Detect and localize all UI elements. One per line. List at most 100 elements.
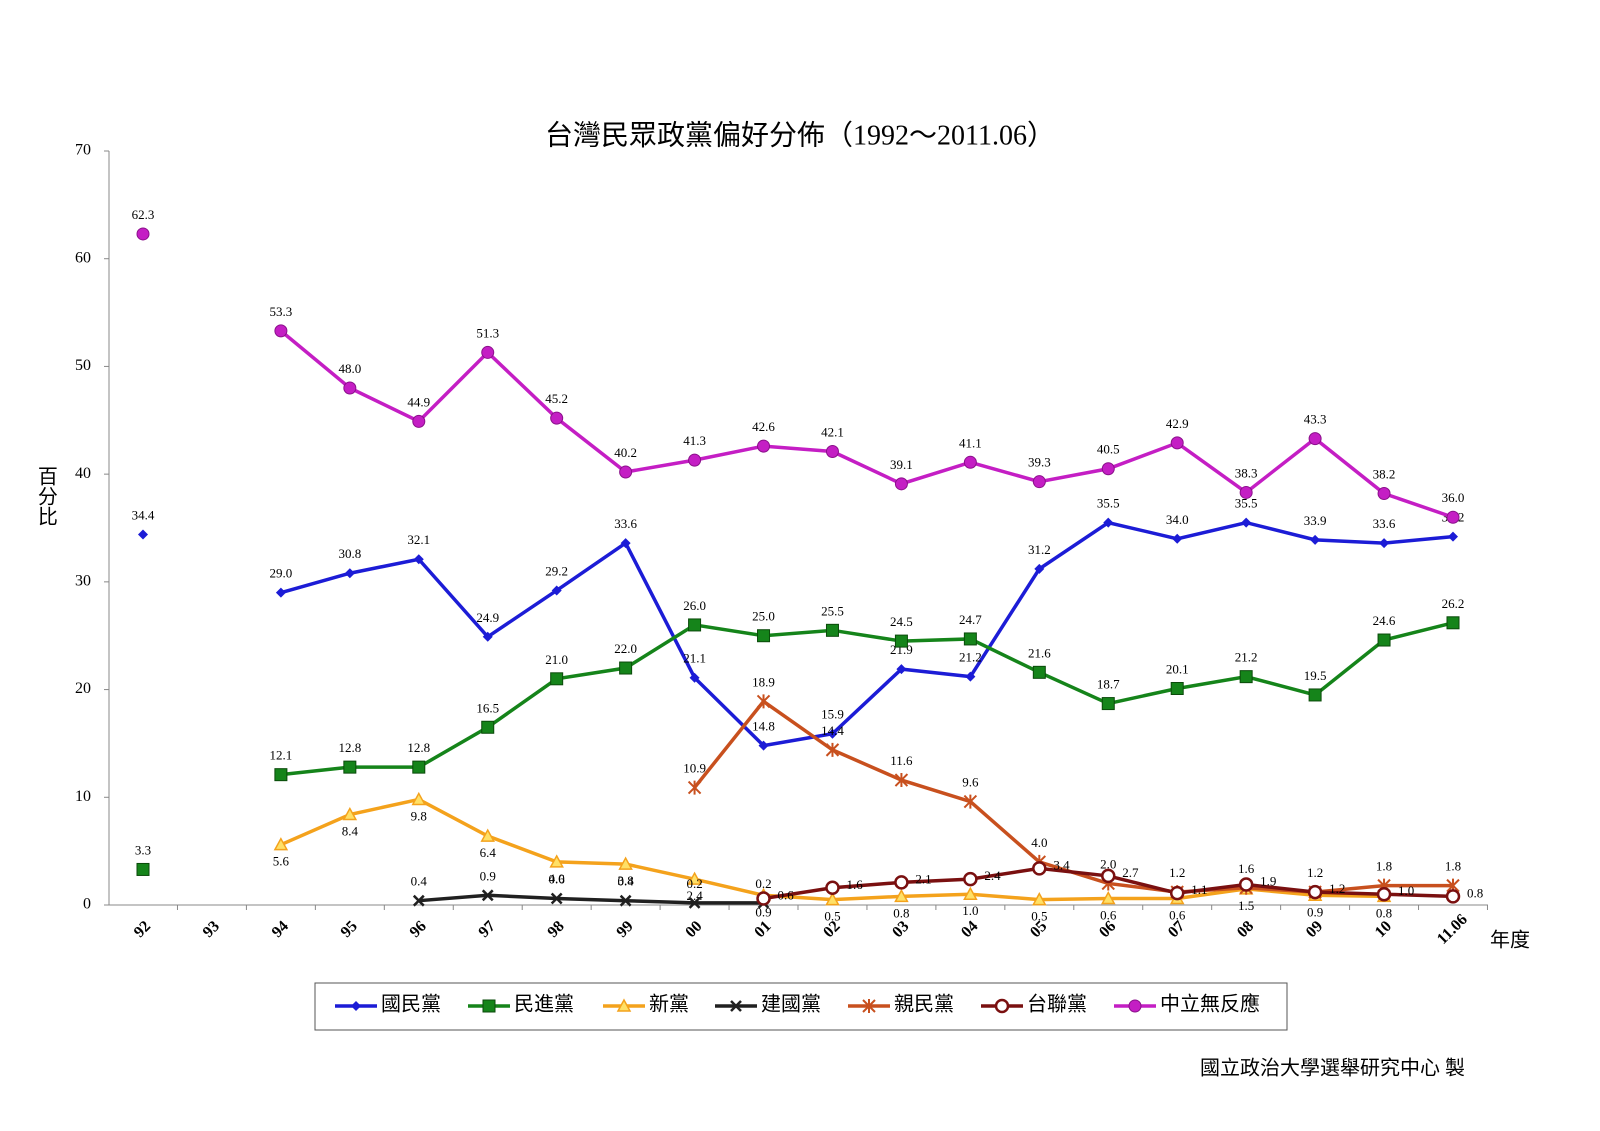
marker (963, 871, 978, 887)
marker (963, 455, 977, 469)
marker (825, 880, 840, 896)
x-tick-label: 08 (1234, 918, 1257, 941)
value-label: 41.3 (683, 433, 706, 448)
value-label: 2.0 (1100, 856, 1116, 871)
value-label: 22.0 (614, 641, 637, 656)
marker (894, 477, 908, 491)
marker (825, 445, 839, 459)
value-label: 40.2 (614, 445, 637, 460)
x-tick-label: 95 (338, 918, 361, 941)
value-label: 21.2 (1235, 650, 1258, 665)
value-label: 42.1 (821, 425, 844, 440)
value-label: 0.5 (1031, 909, 1047, 924)
marker (963, 632, 977, 646)
value-label: 0.5 (824, 909, 840, 924)
marker (1446, 616, 1460, 630)
marker (1170, 681, 1184, 695)
value-label: 62.3 (132, 207, 155, 222)
marker (1032, 861, 1047, 876)
marker (894, 888, 909, 903)
marker (1032, 665, 1046, 679)
marker (1034, 563, 1045, 574)
marker (994, 998, 1010, 1014)
value-label: 14.8 (752, 719, 775, 734)
legend-item: 親民黨 (848, 993, 954, 1016)
x-tick-label: 01 (751, 918, 774, 941)
value-label: 45.2 (545, 391, 568, 406)
legend-label: 台聯黨 (1027, 993, 1087, 1016)
legend-item: 建國黨 (715, 993, 821, 1016)
marker (894, 634, 908, 648)
value-label: 39.1 (890, 457, 913, 472)
value-label: 2.4 (984, 868, 1001, 883)
marker (1170, 436, 1184, 450)
value-label: 1.1 (1191, 882, 1207, 897)
marker (1032, 892, 1047, 906)
chart-title: 台灣民眾政黨偏好分佈（1992～2011.06） (545, 119, 1055, 151)
y-tick-label: 30 (75, 573, 91, 590)
value-label: 15.9 (821, 707, 844, 722)
value-label: 1.6 (846, 877, 863, 892)
value-label: 0.9 (480, 868, 496, 883)
marker (965, 671, 976, 682)
marker (1308, 432, 1322, 446)
marker (1376, 886, 1392, 902)
marker (619, 661, 633, 675)
marker (1101, 697, 1115, 711)
marker (343, 760, 357, 774)
marker (482, 999, 496, 1013)
value-label: 25.0 (752, 609, 775, 624)
value-label: 1.5 (1238, 898, 1254, 913)
marker (687, 871, 702, 885)
value-label: 24.9 (476, 610, 499, 625)
marker (411, 791, 427, 806)
value-label: 24.5 (890, 614, 913, 629)
marker (344, 568, 355, 579)
marker (412, 760, 426, 774)
marker (550, 672, 564, 686)
value-label: 19.5 (1304, 668, 1327, 683)
marker (825, 892, 840, 906)
marker (1310, 534, 1321, 545)
value-label: 38.2 (1373, 467, 1396, 482)
value-label: 0.8 (1376, 905, 1392, 920)
legend-label: 新黨 (649, 993, 689, 1016)
x-tick-label: 03 (889, 918, 912, 941)
value-label: 29.0 (270, 566, 293, 581)
value-label: 36.0 (1442, 490, 1465, 505)
value-label: 0.6 (1169, 908, 1186, 923)
value-label: 1.2 (1169, 865, 1185, 880)
value-label: 12.1 (270, 748, 293, 763)
marker (688, 896, 701, 909)
marker (481, 345, 495, 359)
marker (351, 1001, 361, 1011)
value-label: 11.6 (890, 753, 913, 768)
value-label: 12.8 (407, 740, 430, 755)
source-note: 國立政治大學選舉研究中心 製 (1200, 1057, 1465, 1080)
x-tick-label: 11.06 (1434, 911, 1471, 948)
value-label: 1.0 (962, 903, 978, 918)
marker (963, 794, 978, 809)
value-label: 8.4 (342, 824, 359, 839)
marker (136, 227, 150, 241)
value-label: 14.4 (821, 723, 844, 738)
marker (480, 828, 496, 842)
legend-label: 民進黨 (514, 993, 574, 1016)
marker (827, 728, 838, 739)
value-label: 41.1 (959, 435, 982, 450)
series-line (279, 329, 1454, 519)
marker (550, 892, 563, 905)
value-label: 30.8 (338, 546, 361, 561)
y-tick-label: 20 (75, 680, 91, 697)
value-label: 34.4 (132, 507, 155, 522)
value-label: 0.6 (778, 888, 795, 903)
marker (412, 894, 425, 907)
value-label: 9.8 (411, 808, 427, 823)
marker (688, 618, 702, 632)
marker (343, 381, 357, 395)
legend-item: 國民黨 (335, 993, 441, 1016)
value-label: 1.8 (1445, 859, 1461, 874)
marker (274, 768, 288, 782)
marker (619, 465, 633, 479)
value-label: 26.2 (1442, 596, 1465, 611)
